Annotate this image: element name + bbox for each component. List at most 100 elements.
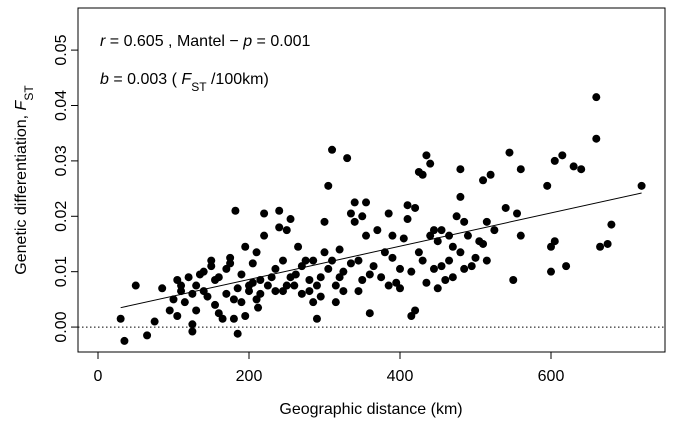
point [192,281,201,290]
point [188,327,197,336]
point [471,253,480,262]
x-tick-label: 0 [94,368,103,385]
regression-line [120,192,642,309]
point [260,209,269,218]
point [577,165,586,174]
point [433,237,442,246]
point [596,242,605,251]
point [509,275,518,284]
annotation: r = 0.605 , Mantel − p = 0.001 [100,33,310,50]
point [543,181,552,190]
point [328,256,337,265]
point [358,212,367,221]
point [248,259,257,268]
y-tick-label: 0.01 [53,256,70,287]
point [286,215,295,224]
point [237,298,246,307]
point [260,231,269,240]
point [309,256,318,265]
point [169,295,178,304]
point [513,209,522,218]
point [562,262,571,271]
point [254,303,263,312]
point [362,231,371,240]
text-part: ST [191,80,207,94]
point [346,209,355,218]
text-part: Genetic differentiation, [13,110,30,274]
point [637,181,646,190]
point [231,206,240,215]
point [207,262,216,271]
point [603,239,612,248]
x-tick-label: 400 [387,368,414,385]
text-part: = 0.003 ( [109,71,182,88]
point [546,267,555,276]
point [320,248,329,257]
point [433,284,442,293]
point [558,151,567,160]
point [456,248,465,257]
point [316,292,325,301]
x-tick-label: 600 [538,368,565,385]
point [354,287,363,296]
y-tick-label: 0.03 [53,145,70,176]
point [290,281,299,290]
point [418,256,427,265]
text-part: ST [22,85,36,101]
point [592,93,601,102]
point [180,298,189,307]
point [278,256,287,265]
point [418,170,427,179]
point [328,145,337,154]
point [550,156,559,165]
point [482,256,491,265]
point [207,256,216,265]
point [158,284,167,293]
point [297,289,306,298]
point [388,231,397,240]
point [294,242,303,251]
point [316,273,325,282]
point [414,248,423,257]
point [177,281,186,290]
point [437,226,446,235]
point [324,264,333,273]
point [120,336,129,345]
point [275,206,284,215]
point [226,259,235,268]
point [226,253,235,262]
point [320,217,329,226]
point [222,289,231,298]
point [143,331,152,340]
point [305,287,314,296]
point [505,148,514,157]
point [211,300,220,309]
point [252,248,261,257]
point [373,226,382,235]
point [324,181,333,190]
point [282,281,291,290]
point [358,275,367,284]
point [422,278,431,287]
text-part: r [100,33,106,50]
point [184,273,193,282]
point [460,217,469,226]
point [199,267,208,276]
point [229,314,238,323]
point [516,231,525,240]
point [177,287,186,296]
text-part: b [100,71,109,88]
point [214,273,223,282]
point [275,223,284,232]
point [399,234,408,243]
point [365,270,374,279]
point [369,262,378,271]
text-part: = 0.605 , Mantel − [105,33,243,50]
point [256,275,265,284]
point [245,287,254,296]
point [233,329,242,338]
point [241,242,250,251]
point [592,134,601,143]
point [482,217,491,226]
